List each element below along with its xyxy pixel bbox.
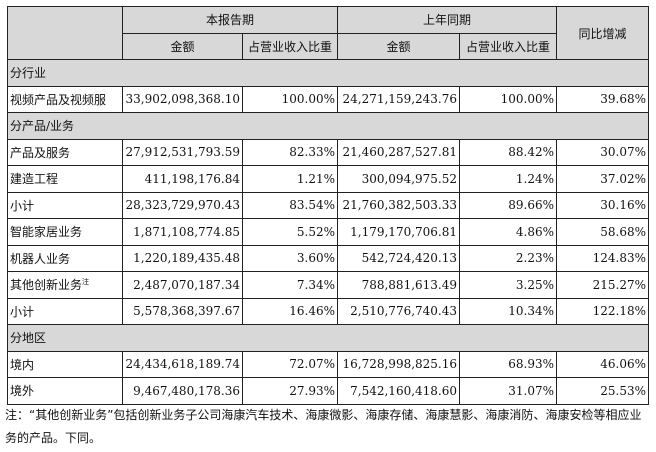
current-share: 3.60% xyxy=(241,244,339,272)
yoy-change: 215.27% xyxy=(556,271,650,299)
current-amount: 1,871,108,774.85 xyxy=(122,218,243,246)
prior-amount: 21,460,287,527.81 xyxy=(337,138,461,166)
current-share: 5.52% xyxy=(241,218,339,246)
section-row: 分地区 xyxy=(6,324,650,352)
current-amount: 1,220,189,435.48 xyxy=(122,244,243,272)
yoy-change: 58.68% xyxy=(556,218,650,246)
row-label: 机器人业务 xyxy=(7,244,123,272)
table-row: 视频产品及视频服 33,902,098,368.10 100.00% 24,271,1… xyxy=(7,85,650,113)
yoy-change: 25.53% xyxy=(556,377,650,405)
section-title: 分产品/业务 xyxy=(6,112,650,140)
table-row: 其他创新业务注 2,487,070,187.34 7.34% 788,881,613.… xyxy=(7,271,650,299)
row-label: 境外 xyxy=(7,377,123,405)
current-amount: 28,323,729,970.43 xyxy=(122,191,243,219)
row-label-text: 智能家居业务 xyxy=(10,225,83,240)
current-share: 83.54% xyxy=(241,191,339,219)
prior-amount: 16,728,998,825.16 xyxy=(337,350,461,378)
table-row: 产品及服务 27,912,531,793.59 82.33% 21,460,287,5… xyxy=(7,138,650,166)
row-label: 产品及服务 xyxy=(7,138,123,166)
current-amount: 27,912,531,793.59 xyxy=(122,138,243,166)
prior-amount: 2,510,776,740.43 xyxy=(337,297,461,325)
prior-amount: 542,724,420.13 xyxy=(337,244,461,272)
current-amount: 411,198,176.84 xyxy=(122,165,243,193)
row-label-text: 产品及服务 xyxy=(10,145,71,160)
yoy-change: 46.06% xyxy=(556,350,650,378)
row-label-text: 机器人业务 xyxy=(10,251,71,266)
row-label: 小计 xyxy=(7,297,123,325)
prior-period-header: 上年同期 xyxy=(337,6,558,34)
table-row: 境外 9,467,480,178.36 27.93% 7,542,160,418.60… xyxy=(7,377,650,405)
prior-share: 89.66% xyxy=(459,191,558,219)
prior-share-header: 占营业收入比重 xyxy=(459,32,558,60)
current-amount: 2,487,070,187.34 xyxy=(122,271,243,299)
prior-share: 4.86% xyxy=(459,218,558,246)
row-label-text: 视频产品及视频服 xyxy=(10,92,107,107)
yoy-change: 30.07% xyxy=(556,138,650,166)
current-share-header: 占营业收入比重 xyxy=(241,32,339,60)
row-label-text: 小计 xyxy=(10,198,35,213)
current-share: 7.34% xyxy=(241,271,339,299)
current-amount: 24,434,618,189.74 xyxy=(122,350,243,378)
footnote-marker: 注 xyxy=(82,278,90,287)
prior-share: 2.23% xyxy=(459,244,558,272)
row-label: 视频产品及视频服 xyxy=(7,85,123,113)
prior-share: 10.34% xyxy=(459,297,558,325)
table-row: 机器人业务 1,220,189,435.48 3.60% 542,724,420.13… xyxy=(7,244,650,272)
section-row: 分产品/业务 xyxy=(6,112,650,140)
yoy-change: 124.83% xyxy=(556,244,650,272)
prior-amount: 21,760,382,503.33 xyxy=(337,191,461,219)
section-title: 分行业 xyxy=(6,59,650,87)
prior-share: 3.25% xyxy=(459,271,558,299)
section-row: 分行业 xyxy=(6,59,650,87)
current-share: 82.33% xyxy=(241,138,339,166)
row-label: 境内 xyxy=(7,350,123,378)
prior-amount: 788,881,613.49 xyxy=(337,271,461,299)
section-title: 分地区 xyxy=(6,324,650,352)
current-share: 100.00% xyxy=(241,85,339,113)
revenue-table: 本报告期 上年同期 同比增减 金额 占营业收入比重 金额 占营业收入比重 分行业… xyxy=(6,6,650,405)
prior-share: 88.42% xyxy=(459,138,558,166)
prior-amount: 7,542,160,418.60 xyxy=(337,377,461,405)
current-amount: 9,467,480,178.36 xyxy=(122,377,243,405)
yoy-change: 39.68% xyxy=(556,85,650,113)
row-label: 智能家居业务 xyxy=(7,218,123,246)
prior-amount: 1,179,170,706.81 xyxy=(337,218,461,246)
row-label: 其他创新业务注 xyxy=(7,271,123,299)
current-share: 27.93% xyxy=(241,377,339,405)
row-label-text: 小计 xyxy=(10,304,35,319)
footnote: 注：“其他创新业务”包括创新业务子公司海康汽车技术、海康微影、海康存储、海康慧影… xyxy=(5,408,642,445)
row-label-text: 建造工程 xyxy=(10,172,59,187)
current-share: 1.21% xyxy=(241,165,339,193)
current-share: 72.07% xyxy=(241,350,339,378)
prior-share: 31.07% xyxy=(459,377,558,405)
prior-amount: 300,094,975.52 xyxy=(337,165,461,193)
table-row: 小计 5,578,368,397.67 16.46% 2,510,776,740.43… xyxy=(7,297,650,325)
row-label-text: 境内 xyxy=(10,357,35,372)
prior-share: 68.93% xyxy=(459,350,558,378)
table-row: 小计 28,323,729,970.43 83.54% 21,760,382,503.… xyxy=(7,191,650,219)
current-share: 16.46% xyxy=(241,297,339,325)
current-amount-header: 金额 xyxy=(122,32,243,60)
current-amount: 33,902,098,368.10 xyxy=(122,85,243,113)
row-label-text: 其他创新业务 xyxy=(10,278,83,293)
current-period-header: 本报告期 xyxy=(121,6,339,34)
prior-amount-header: 金额 xyxy=(337,32,461,60)
yoy-change: 122.18% xyxy=(556,297,650,325)
yoy-change-header: 同比增减 xyxy=(556,6,650,60)
corner-cell xyxy=(7,6,123,60)
row-label: 建造工程 xyxy=(7,165,123,193)
table-row: 境内 24,434,618,189.74 72.07% 16,728,998,825.… xyxy=(7,350,650,378)
prior-amount: 24,271,159,243.76 xyxy=(337,85,461,113)
current-amount: 5,578,368,397.67 xyxy=(122,297,243,325)
table-row: 建造工程 411,198,176.84 1.21% 300,094,975.52 1.2… xyxy=(7,165,650,193)
prior-share: 1.24% xyxy=(459,165,558,193)
row-label-text: 境外 xyxy=(10,384,35,399)
yoy-change: 37.02% xyxy=(556,165,650,193)
table-row: 智能家居业务 1,871,108,774.85 5.52% 1,179,170,706… xyxy=(7,218,650,246)
prior-share: 100.00% xyxy=(459,85,558,113)
row-label: 小计 xyxy=(7,191,123,219)
yoy-change: 30.16% xyxy=(556,191,650,219)
